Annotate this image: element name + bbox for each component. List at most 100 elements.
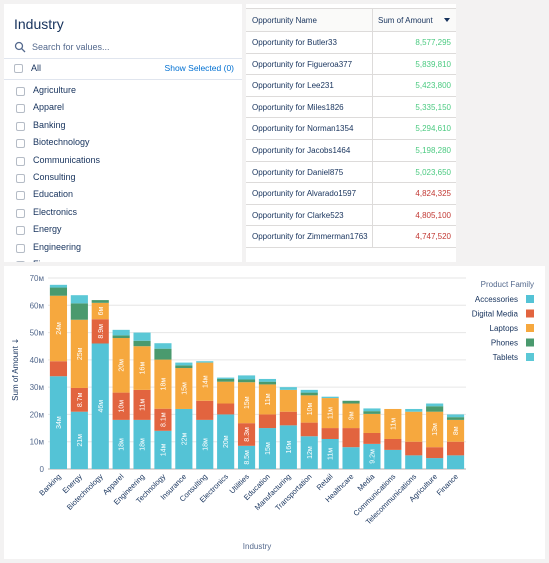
industry-option-label: Electronics: [33, 206, 78, 217]
industry-option-finance[interactable]: Finance: [4, 258, 242, 262]
legend-swatch: [526, 309, 534, 318]
table-row[interactable]: Opportunity for Lee231 5,423,800: [246, 75, 456, 97]
industry-option-engineering[interactable]: Engineering: [4, 241, 242, 258]
industry-checkbox[interactable]: [16, 156, 25, 166]
bar-segment-accessories: [258, 428, 277, 469]
industry-option-biotechnology[interactable]: Biotechnology: [4, 136, 242, 153]
industry-checkbox[interactable]: [16, 121, 25, 131]
industry-checkbox[interactable]: [16, 208, 25, 218]
opportunity-table: Opportunity Name Sum of Amount Opportuni…: [246, 4, 456, 262]
bar-segment-phones: [446, 417, 465, 420]
legend-swatch: [526, 353, 534, 361]
bar-segment-laptops: [237, 382, 256, 424]
bar-segment-digital-media: [154, 408, 172, 431]
column-divider: [372, 96, 373, 118]
data-label: 11м: [390, 418, 397, 430]
bar-segment-accessories: [446, 455, 465, 469]
column-header-sum-of-amount[interactable]: Sum of Amount: [378, 16, 433, 25]
column-divider: [372, 183, 373, 204]
industry-checkbox[interactable]: [16, 87, 25, 96]
industry-checkbox[interactable]: [16, 226, 25, 236]
table-row[interactable]: Opportunity for Butler33 8,577,295: [246, 32, 456, 54]
bar-segment-digital-media: [49, 361, 68, 377]
table-row[interactable]: Opportunity for Norman1354 5,294,610: [246, 118, 456, 140]
bar-segment-tablets: [133, 332, 151, 341]
bar-segment-digital-media: [91, 319, 109, 344]
bar-segment-tablets: [217, 377, 235, 379]
data-label: 15м: [244, 396, 251, 409]
industry-option-energy[interactable]: Energy: [4, 223, 242, 240]
industry-checkbox[interactable]: [16, 243, 25, 253]
bar-segment-tablets: [300, 389, 318, 393]
industry-checkbox[interactable]: [16, 139, 25, 149]
bar-segment-accessories: [196, 419, 214, 469]
bar-segment-phones: [426, 406, 444, 412]
industry-checkbox[interactable]: [16, 173, 25, 183]
bar-segment-laptops: [279, 389, 297, 412]
opportunity-name-cell: Opportunity for Daniel875: [252, 167, 344, 177]
data-label: 18м: [202, 438, 209, 451]
bar-segment-digital-media: [196, 400, 214, 420]
industry-option-consulting[interactable]: Consulting: [4, 171, 242, 188]
bar-segment-phones: [217, 378, 235, 382]
table-row[interactable]: Opportunity for Jacobs1464 5,198,280: [246, 139, 456, 162]
sum-of-amount-cell: 8,577,295: [415, 38, 451, 47]
bar-segment-laptops: [196, 362, 214, 401]
y-tick-label: 10м: [30, 438, 44, 447]
industry-option-education[interactable]: Education: [4, 188, 242, 205]
table-row[interactable]: Opportunity for Zimmerman1763 4,747,520: [246, 226, 456, 248]
search-input[interactable]: [32, 40, 222, 54]
bar-segment-phones: [70, 303, 88, 320]
data-label: 46м: [98, 400, 105, 413]
y-tick-label: 30м: [30, 383, 44, 392]
column-header-opportunity-name[interactable]: Opportunity Name: [252, 16, 317, 25]
sum-of-amount-cell: 4,805,100: [415, 210, 451, 220]
opportunity-name-cell: Opportunity for Butler33: [252, 38, 337, 47]
bar-segment-phones: [237, 379, 256, 383]
industry-option-banking[interactable]: Banking: [4, 119, 242, 136]
bar-segment-accessories: [405, 455, 423, 469]
data-label: 8.3м: [244, 427, 251, 442]
bar-segment-accessories: [321, 438, 339, 469]
industry-checkbox[interactable]: [16, 104, 25, 114]
column-divider: [372, 161, 373, 183]
all-row[interactable]: All Show Selected (0): [4, 58, 242, 80]
table-row[interactable]: Opportunity for Clarke523 4,805,100: [246, 204, 456, 227]
bar-segment-digital-media: [321, 428, 339, 439]
bar-segment-tablets: [70, 295, 88, 304]
bar-segment-laptops: [258, 384, 277, 415]
bar-segment-digital-media: [446, 441, 465, 456]
industry-checkbox[interactable]: [16, 191, 25, 201]
industry-option-communications[interactable]: Communications: [4, 154, 242, 171]
data-label: 11м: [265, 393, 272, 405]
industry-option-agriculture[interactable]: Agriculture: [4, 84, 242, 101]
industry-option-apparel[interactable]: Apparel: [4, 101, 242, 118]
all-checkbox[interactable]: [14, 64, 23, 73]
table-header: Opportunity Name Sum of Amount: [246, 8, 456, 32]
x-tick-label: Banking: [37, 472, 63, 498]
bar-segment-accessories: [49, 376, 68, 469]
table-row[interactable]: Opportunity for Miles1826 5,335,150: [246, 96, 456, 119]
industry-checkbox[interactable]: [16, 260, 25, 262]
x-axis-title: Industry: [243, 542, 271, 551]
table-row[interactable]: Opportunity for Figueroa377 5,839,810: [246, 53, 456, 76]
data-label: 6м: [98, 306, 105, 315]
bar-segment-accessories: [91, 343, 109, 469]
bar-segment-accessories: [300, 436, 318, 469]
table-row[interactable]: Opportunity for Alvarado1597 4,824,325: [246, 183, 456, 205]
table-row[interactable]: Opportunity for Daniel875 5,023,650: [246, 161, 456, 184]
sum-of-amount-cell: 5,423,800: [415, 81, 451, 91]
bar-segment-accessories: [342, 447, 360, 469]
y-tick-label: 50м: [30, 329, 44, 338]
bar-segment-laptops: [405, 411, 423, 442]
bar-segment-accessories: [426, 458, 444, 469]
bar-segment-laptops: [154, 359, 172, 409]
column-divider: [372, 204, 373, 226]
industry-option-electronics[interactable]: Electronics: [4, 206, 242, 223]
show-selected-link[interactable]: Show Selected (0): [164, 63, 234, 73]
sort-descending-icon[interactable]: [444, 18, 450, 22]
legend-swatch: [526, 338, 534, 347]
column-divider: [372, 139, 373, 161]
data-label: 13м: [432, 423, 439, 436]
sum-of-amount-cell: 4,824,325: [415, 189, 451, 199]
